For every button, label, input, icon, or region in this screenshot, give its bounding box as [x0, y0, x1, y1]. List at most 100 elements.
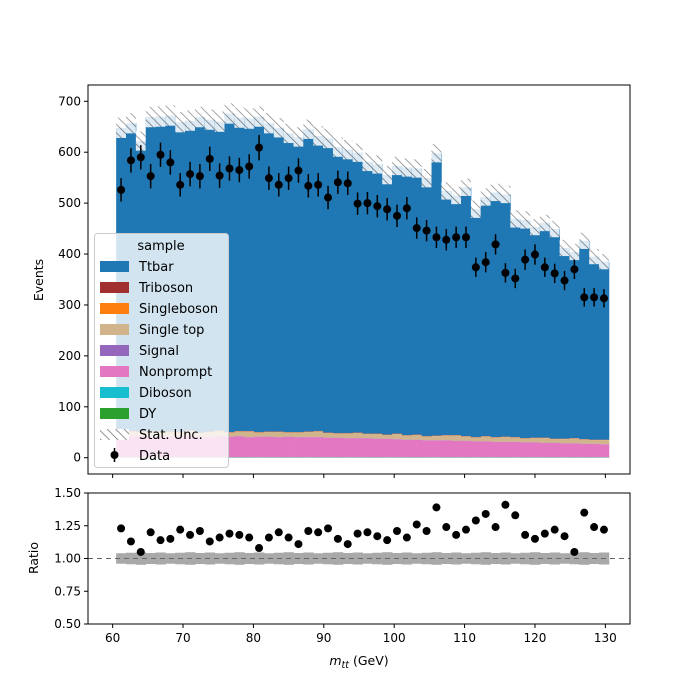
ratio-point	[412, 520, 421, 529]
stack-bar-ttbar	[283, 133, 294, 432]
stack-bar-ttbar	[579, 240, 590, 440]
stack-bar-ttbar	[500, 194, 511, 437]
stack-bar-single-top	[549, 439, 561, 443]
stat-unc-hatch	[214, 111, 225, 132]
stat-unc-hatch	[234, 107, 245, 128]
legend-swatch-data-marker	[110, 451, 119, 459]
data-point	[491, 240, 500, 249]
stack-bar-nonprompt	[589, 443, 600, 458]
stack-bar-single-top	[520, 438, 531, 443]
stat-unc-hatch	[185, 110, 195, 131]
ratio-unc-band	[431, 552, 442, 565]
stack-bar-single-top	[392, 434, 403, 440]
stack-bar-ttbar	[372, 164, 383, 434]
stack-bar-nonprompt	[500, 441, 511, 458]
ratio-point	[215, 533, 224, 542]
main-y-tick-label: 0	[73, 451, 81, 465]
legend-swatch-signal	[100, 345, 129, 356]
stack-bar-ttbar	[362, 161, 373, 434]
stack-bar-ttbar	[342, 149, 354, 434]
ratio-point	[156, 536, 165, 545]
stack-bar-single-top	[539, 438, 551, 443]
stack-bar-ttbar	[520, 219, 531, 439]
stack-bar-single-top	[244, 431, 255, 438]
main-y-tick-label: 100	[58, 400, 81, 414]
ratio-y-tick-label: 0.50	[54, 617, 81, 631]
data-point	[294, 166, 303, 175]
stat-unc-hatch	[490, 183, 501, 202]
stat-unc-hatch	[155, 106, 166, 127]
stat-unc-hatch	[520, 211, 531, 229]
stack-bar-ttbar	[254, 116, 265, 432]
data-point	[284, 174, 293, 183]
ratio-unc-band	[352, 552, 363, 565]
legend-swatch-single-top	[100, 324, 129, 335]
ratio-point	[501, 500, 510, 509]
ratio-unc-band	[323, 552, 334, 565]
stack-bar-single-top	[589, 440, 600, 444]
data-point	[225, 164, 234, 173]
stat-unc-hatch	[116, 117, 127, 138]
legend-swatch-nonprompt	[100, 366, 129, 377]
data-point	[471, 263, 480, 272]
ratio-unc-band	[520, 552, 531, 565]
ratio-unc-band	[145, 552, 156, 565]
stack-bar-ttbar	[303, 129, 314, 432]
stat-unc-hatch	[293, 127, 304, 147]
stack-bar-nonprompt	[234, 436, 245, 458]
ratio-unc-band	[451, 552, 462, 565]
stat-unc-hatch	[175, 111, 186, 133]
ratio-point	[422, 526, 431, 535]
stat-unc-hatch	[135, 131, 146, 151]
stat-unc-hatch	[559, 239, 570, 257]
data-point	[442, 235, 451, 244]
main-y-tick-label: 400	[58, 247, 81, 261]
ratio-point	[146, 528, 155, 537]
main-y-tick-label: 200	[58, 349, 81, 363]
ratio-unc-band	[214, 553, 225, 564]
stack-bar-nonprompt	[313, 437, 324, 458]
ratio-point	[550, 525, 559, 534]
stack-bar-single-top	[411, 435, 423, 440]
stack-bar-ttbar	[411, 168, 423, 435]
ratio-y-axis: 0.50 0.75 1.00 1.25 1.50	[54, 486, 88, 631]
ratio-unc-band	[224, 552, 235, 565]
data-point	[521, 255, 530, 264]
stack-bar-ttbar	[401, 167, 413, 436]
stack-bar-single-top	[254, 432, 265, 437]
data-point	[422, 226, 431, 235]
main-y-axis: 0 100 200 300 400 500 600 700	[58, 94, 88, 465]
x-tick-label: 100	[383, 631, 406, 645]
stack-bar-nonprompt	[579, 443, 590, 458]
stack-bar-single-top	[401, 435, 413, 440]
stack-bar-nonprompt	[411, 439, 423, 458]
data-point	[452, 233, 461, 242]
legend-swatch-diboson	[100, 387, 129, 398]
ratio-unc-band	[332, 552, 344, 565]
stack-bar-nonprompt	[559, 443, 570, 458]
data-point	[511, 274, 520, 283]
ratio-unc-band	[116, 553, 127, 564]
stack-bar-nonprompt	[342, 438, 354, 458]
stat-unc-hatch	[145, 106, 156, 128]
stack-bar-nonprompt	[549, 442, 561, 458]
stack-bar-single-top	[224, 432, 235, 437]
legend-label-dy: DY	[139, 407, 156, 422]
x-tick-label: 110	[453, 631, 476, 645]
data-point	[126, 156, 135, 165]
stack-bar-single-top	[234, 431, 245, 437]
ratio-unc-band	[559, 553, 570, 564]
stack-bar-ttbar	[589, 256, 600, 440]
data-point	[333, 178, 342, 187]
stack-bar-single-top	[451, 435, 462, 441]
ratio-unc-band	[313, 553, 324, 564]
stat-unc-hatch	[382, 165, 393, 185]
stack-bar-nonprompt	[332, 437, 344, 458]
stack-bar-single-top	[470, 437, 482, 442]
stack-bar-nonprompt	[421, 440, 432, 458]
stack-bar-ttbar	[441, 190, 452, 436]
ratio-point	[383, 536, 392, 545]
stack-bar-ttbar	[332, 147, 344, 434]
stack-bar-nonprompt	[480, 441, 492, 458]
stack-bar-nonprompt	[293, 437, 304, 458]
